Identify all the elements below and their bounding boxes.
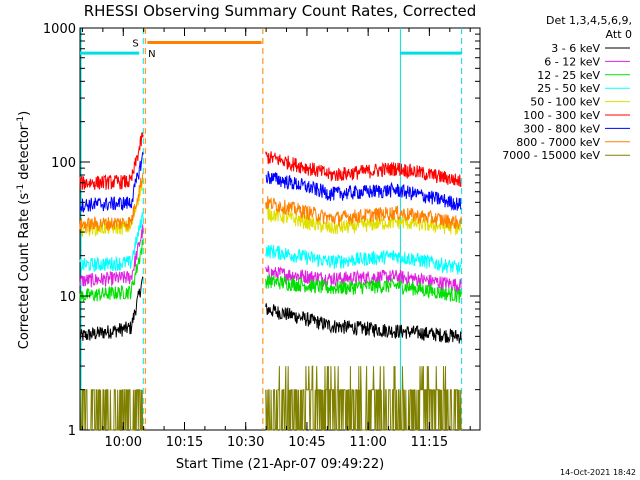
series-line-post (265, 206, 462, 236)
legend-label: 3 - 6 keV (551, 42, 600, 55)
legend-label: 300 - 800 keV (523, 122, 600, 135)
series-line-pre (80, 389, 144, 431)
series-25-50keV (79, 211, 462, 275)
series-line-pre (79, 276, 144, 341)
series-6-12keV (79, 224, 462, 294)
legend-header-attenuator: Att 0 (606, 28, 632, 41)
legend-label: 12 - 25 keV (537, 69, 600, 82)
legend-label: 100 - 300 keV (523, 109, 600, 122)
series-800-7000keV (79, 172, 462, 233)
series-7000-15000keV (80, 365, 462, 431)
night-label: N (148, 49, 155, 60)
y-tick-label: 1 (68, 424, 76, 439)
series-100-300keV (79, 132, 462, 190)
series-line-post (265, 151, 462, 188)
x-tick-label: 11:15 (411, 435, 448, 450)
series-line-post (265, 303, 462, 344)
x-tick-label: 10:45 (288, 435, 325, 450)
ticks-layer: 10:00 10:15 10:30 10:45 11:00 11:15 1 10 100 1000 (43, 22, 480, 450)
series-line-post (265, 244, 462, 275)
series-12-25keV (79, 239, 462, 304)
legend-label: 25 - 50 keV (537, 82, 600, 95)
x-axis-label: Start Time (21-Apr-07 09:49:22) (176, 457, 384, 472)
series-300-800keV (79, 152, 462, 213)
series-line-pre (79, 211, 144, 272)
chart-title: RHESSI Observing Summary Count Rates, Co… (84, 2, 477, 20)
series-line-pre (79, 132, 144, 190)
series-line-post (265, 171, 462, 211)
saa-label: S (132, 38, 138, 49)
series-layer (79, 132, 462, 431)
legend-label: 800 - 7000 keV (516, 136, 600, 149)
series-line-post (265, 264, 462, 294)
flag-layer: SN (80, 28, 463, 430)
series-3-6keV (79, 276, 462, 344)
series-line-post (265, 365, 462, 431)
plot-area: SN 10:00 10:15 10:30 10:45 11:00 11:151101001… (43, 22, 481, 450)
legend-header-detectors: Det 1,3,4,5,6,9, (546, 14, 632, 27)
y-tick-label: 10 (59, 290, 76, 305)
series-line-post (265, 274, 462, 304)
series-line-pre (79, 239, 144, 303)
x-tick-label: 11:00 (349, 435, 386, 450)
y-tick-label: 100 (51, 156, 76, 171)
x-tick-label: 10:30 (227, 435, 264, 450)
x-tick-label: 10:15 (166, 435, 203, 450)
series-line-pre (79, 152, 144, 213)
series-line-pre (79, 172, 144, 233)
legend-label: 6 - 12 keV (544, 55, 600, 68)
legend-label: 7000 - 15000 keV (502, 149, 600, 162)
series-line-pre (79, 224, 144, 288)
series-line-post (265, 196, 462, 230)
footer-timestamp: 14-Oct-2021 18:42 (560, 468, 636, 477)
legend-label: 50 - 100 keV (530, 96, 600, 109)
y-axis-label: Corrected Count Rate (s-1 detector-1) (16, 111, 32, 349)
x-tick-label: 10:00 (105, 435, 142, 450)
y-tick-label: 1000 (43, 22, 76, 37)
